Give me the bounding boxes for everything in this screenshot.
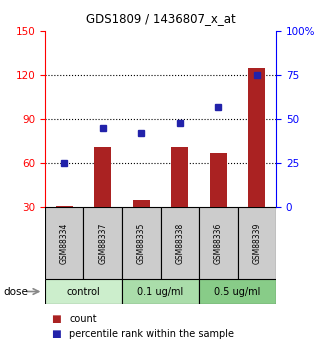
Bar bbox=[160, 207, 199, 279]
Bar bbox=[238, 207, 276, 279]
Text: GSM88336: GSM88336 bbox=[214, 223, 223, 264]
Text: GDS1809 / 1436807_x_at: GDS1809 / 1436807_x_at bbox=[86, 12, 235, 25]
Text: count: count bbox=[69, 314, 97, 324]
Text: percentile rank within the sample: percentile rank within the sample bbox=[69, 329, 234, 339]
Text: GSM88338: GSM88338 bbox=[175, 223, 184, 264]
Text: GSM88334: GSM88334 bbox=[60, 223, 69, 264]
Bar bbox=[83, 207, 122, 279]
Bar bbox=[45, 279, 122, 304]
Bar bbox=[248, 68, 265, 207]
Bar bbox=[199, 279, 276, 304]
Bar bbox=[210, 153, 227, 207]
Bar bbox=[94, 147, 111, 207]
Text: ■: ■ bbox=[51, 314, 61, 324]
Bar bbox=[45, 207, 83, 279]
Text: dose: dose bbox=[3, 287, 28, 296]
Text: control: control bbox=[66, 287, 100, 296]
Bar bbox=[122, 279, 199, 304]
Bar bbox=[199, 207, 238, 279]
Bar bbox=[56, 206, 73, 207]
Text: 0.1 ug/ml: 0.1 ug/ml bbox=[137, 287, 184, 296]
Text: 0.5 ug/ml: 0.5 ug/ml bbox=[214, 287, 261, 296]
Text: GSM88339: GSM88339 bbox=[252, 223, 261, 264]
Text: GSM88337: GSM88337 bbox=[98, 223, 107, 264]
Text: ■: ■ bbox=[51, 329, 61, 339]
Bar bbox=[133, 200, 150, 207]
Bar bbox=[122, 207, 160, 279]
Text: GSM88335: GSM88335 bbox=[137, 223, 146, 264]
Bar bbox=[171, 147, 188, 207]
